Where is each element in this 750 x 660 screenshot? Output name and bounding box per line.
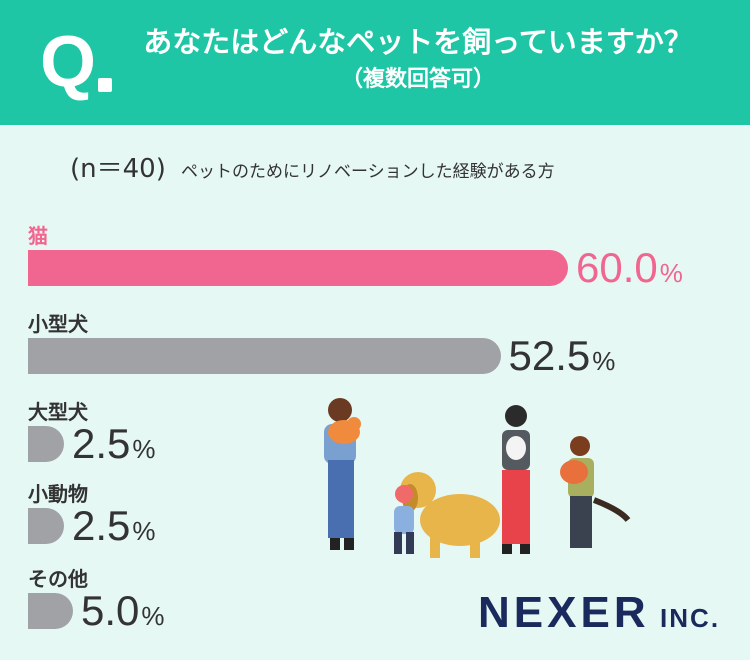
dog-with-child	[394, 472, 500, 558]
question-title: あなたはどんなペットを飼っていますか？	[143, 25, 693, 59]
q-mark: Q	[40, 22, 97, 102]
value-label: 2.5%	[72, 420, 156, 473]
sample-size: (n＝40)	[70, 154, 166, 184]
q-dot	[98, 78, 112, 92]
value-label: 60.0%	[576, 244, 683, 297]
value-number: 60.0	[576, 244, 658, 291]
header-banner: Q あなたはどんなペットを飼っていますか？ （複数回答可）	[0, 0, 750, 125]
value-unit: %	[132, 434, 156, 464]
value-unit: %	[132, 516, 156, 546]
value-label: 52.5%	[509, 332, 616, 385]
category-label: 小動物	[28, 482, 88, 506]
category-label: 大型犬	[28, 400, 88, 424]
category-label: その他	[28, 567, 88, 591]
sample-description: ペットのためにリノベーションした経験がある方	[180, 162, 555, 182]
logo-suffix-text: INC.	[660, 603, 721, 633]
bar	[28, 593, 73, 629]
value-number: 2.5	[72, 502, 131, 549]
bar	[28, 426, 64, 462]
person-with-cat-right	[560, 436, 631, 548]
value-unit: %	[141, 601, 165, 631]
sample-info: (n＝40) ペットのためにリノベーションした経験がある方	[70, 148, 555, 185]
bar	[28, 508, 64, 544]
value-label: 2.5%	[72, 502, 156, 555]
person-with-small-dog	[502, 405, 530, 554]
bar	[28, 338, 501, 374]
category-label: 猫	[28, 224, 48, 248]
value-number: 5.0	[81, 587, 140, 634]
people-with-pets-illustration	[324, 398, 631, 558]
value-number: 52.5	[508, 332, 591, 379]
question-subtitle: （複数回答可）	[340, 67, 495, 92]
value-unit: %	[659, 258, 683, 288]
value-unit: %	[592, 346, 616, 376]
logo-main-text: NEXER	[478, 588, 650, 637]
category-label: 小型犬	[28, 312, 88, 336]
bar	[28, 250, 568, 286]
value-number: 2.5	[72, 420, 131, 467]
person-with-cat-left	[324, 398, 361, 550]
company-logo: NEXER INC.	[478, 588, 720, 638]
value-label: 5.0%	[81, 587, 165, 640]
